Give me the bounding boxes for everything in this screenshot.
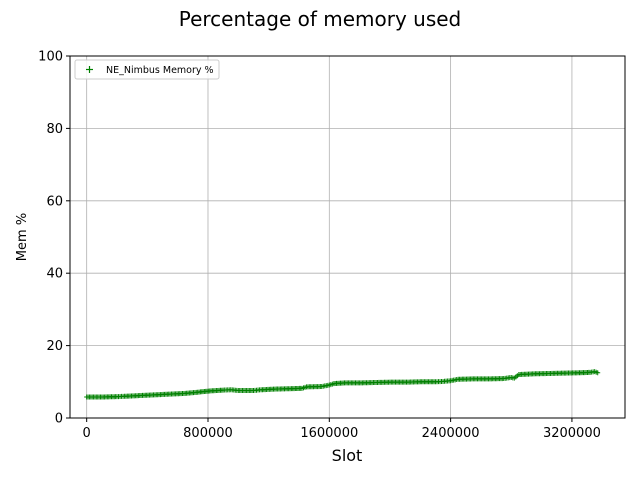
x-tick-label-2: 1600000 [300,426,358,441]
x-tick-label-4: 3200000 [543,426,601,441]
legend: NE_Nimbus Memory % [74,59,220,80]
plot-frame [69,55,626,419]
y-tick-label-4: 80 [46,122,63,137]
series-0 [84,369,601,400]
data-point [595,370,601,376]
legend-entry-label: NE_Nimbus Memory % [106,65,214,76]
y-tick-label-0: 0 [55,412,63,427]
y-axis-label: Mem % [15,213,30,261]
x-tick-label-1: 800000 [183,426,233,441]
y-tick-label-2: 40 [46,267,63,282]
x-tick-label-0: 0 [83,426,91,441]
grid [70,55,625,419]
x-axis-label: Slot [332,446,363,465]
legend-box [74,59,220,80]
legend-marker-icon [86,66,93,73]
axis-ticks: 0 800000 1600000 2400000 3200000 0 20 40 60 80 100 [38,50,601,442]
y-tick-label-1: 20 [46,339,63,354]
chart-title: Percentage of memory used [179,7,462,31]
data-series [84,369,601,400]
y-tick-label-3: 60 [46,194,63,209]
y-tick-label-5: 100 [38,50,63,65]
x-tick-label-3: 2400000 [422,426,480,441]
